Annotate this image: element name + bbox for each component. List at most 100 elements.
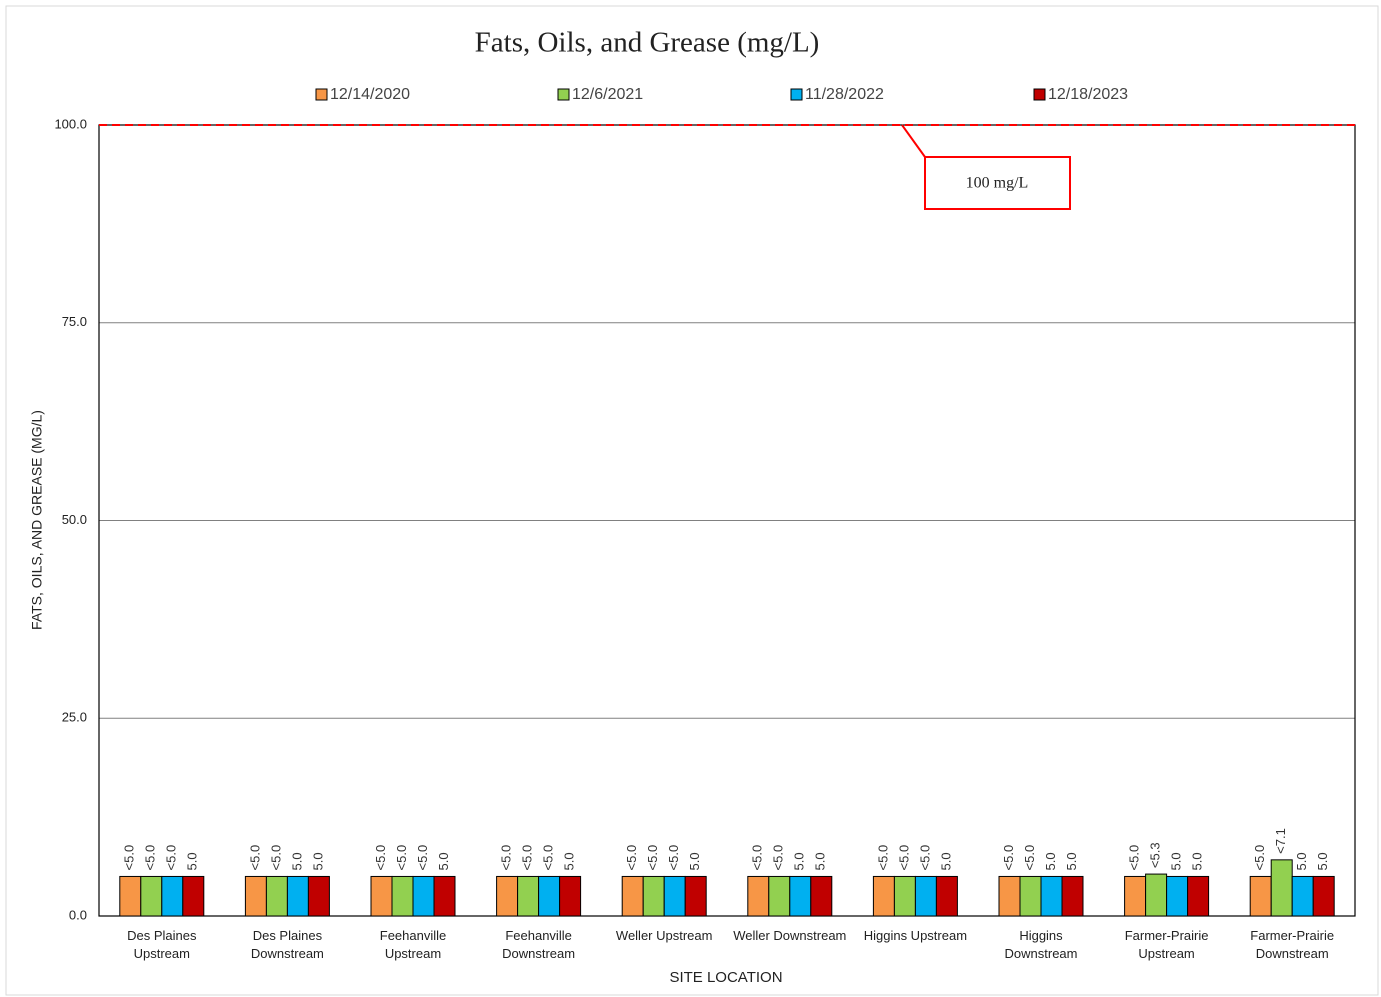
bar (935, 875, 958, 917)
value-label: <7.1 (1273, 828, 1288, 854)
value-label: <5.0 (875, 845, 890, 871)
value-label: <5.0 (666, 845, 681, 871)
bar (914, 875, 937, 917)
bar (1040, 875, 1063, 917)
legend-swatch (315, 88, 328, 101)
value-label: <5.0 (896, 845, 911, 871)
value-label: 5.0 (185, 852, 200, 870)
bar (559, 875, 582, 917)
y-tick-label: 50.0 (62, 512, 87, 527)
value-label: <5.0 (415, 845, 430, 871)
bar (768, 875, 791, 917)
value-label: 5.0 (310, 852, 325, 870)
value-label: <5.0 (499, 845, 514, 871)
bar (307, 875, 330, 917)
bar (663, 875, 686, 917)
value-label: <5.0 (268, 845, 283, 871)
value-label: <5.0 (247, 845, 262, 871)
legend-label: 12/14/2020 (330, 86, 410, 103)
bar (244, 875, 267, 917)
value-label: 5.0 (562, 852, 577, 870)
x-tick-label: Weller Downstream (733, 928, 847, 943)
value-label: <5.0 (771, 845, 786, 871)
bar (872, 875, 895, 917)
value-label: 5.0 (1169, 852, 1184, 870)
value-label: <5.0 (541, 845, 556, 871)
bar (161, 875, 184, 917)
bar (684, 875, 707, 917)
bar (412, 875, 435, 917)
x-tick-label: Higgins Upstream (863, 928, 968, 943)
y-tick-label: 75.0 (62, 314, 87, 329)
value-label: 5.0 (1043, 852, 1058, 870)
chart-title: Fats, Oils, and Grease (mg/L) (475, 27, 820, 59)
value-label: 5.0 (813, 852, 828, 870)
value-label: 5.0 (1064, 852, 1079, 870)
value-label: <5.0 (645, 845, 660, 871)
bar (433, 875, 456, 917)
x-tick-label: Des Plaines Downstream (250, 928, 324, 961)
value-label: <5.0 (1001, 845, 1016, 871)
bar (538, 875, 561, 917)
bar (1145, 873, 1168, 917)
bar (789, 875, 812, 917)
value-label: 5.0 (687, 852, 702, 870)
value-label: 5.0 (938, 852, 953, 870)
value-label: <5.0 (1127, 845, 1142, 871)
bar (642, 875, 665, 917)
callout-box (924, 156, 1071, 210)
x-tick-label: Des Plaines Upstream (127, 928, 197, 961)
value-label: <5.0 (143, 845, 158, 871)
bar (1166, 875, 1189, 917)
value-label: <5.0 (520, 845, 535, 871)
callout-leader (901, 124, 926, 158)
bar (496, 875, 519, 917)
value-label: <5.0 (1022, 845, 1037, 871)
value-label: 5.0 (792, 852, 807, 870)
y-tick-label: 25.0 (62, 710, 87, 725)
legend-label: 12/18/2023 (1048, 86, 1128, 103)
bar (391, 875, 414, 917)
x-tick-label: Higgins Downstream (1004, 928, 1078, 961)
value-label: <5.0 (624, 845, 639, 871)
bar (140, 875, 163, 917)
x-tick-label: Feehanville Downstream (502, 928, 576, 961)
y-tick-label: 0.0 (69, 907, 87, 922)
bar (119, 875, 142, 917)
bar (265, 875, 288, 917)
chart-border (5, 5, 1379, 996)
value-label: 5.0 (1190, 852, 1205, 870)
bar (998, 875, 1021, 917)
bar (1187, 875, 1210, 917)
legend-swatch (790, 88, 803, 101)
value-label: 5.0 (1315, 852, 1330, 870)
value-label: <5.0 (164, 845, 179, 871)
y-axis-title: FATS, OILS, AND GREASE (MG/L) (29, 410, 45, 630)
x-tick-label: Farmer-Prairie Upstream (1124, 928, 1209, 961)
bar (1124, 875, 1147, 917)
value-label: <5.0 (122, 845, 137, 871)
bar (182, 875, 205, 917)
bar (286, 875, 309, 917)
legend-swatch (1033, 88, 1046, 101)
value-label: <5.0 (394, 845, 409, 871)
legend-swatch (557, 88, 570, 101)
bar (1019, 875, 1042, 917)
bar (747, 875, 770, 917)
bar (1312, 875, 1335, 917)
legend-label: 12/6/2021 (572, 86, 643, 103)
value-label: <5.0 (373, 845, 388, 871)
y-tick-label: 100.0 (54, 116, 87, 131)
x-tick-label: Feehanville Upstream (379, 928, 447, 961)
bar (1270, 859, 1293, 917)
value-label: <5.3 (1148, 842, 1163, 868)
x-axis-title: SITE LOCATION (669, 969, 782, 986)
bar (1291, 875, 1314, 917)
bar (1061, 875, 1084, 917)
bar (810, 875, 833, 917)
value-label: <5.0 (750, 845, 765, 871)
bar (621, 875, 644, 917)
value-label: 5.0 (289, 852, 304, 870)
